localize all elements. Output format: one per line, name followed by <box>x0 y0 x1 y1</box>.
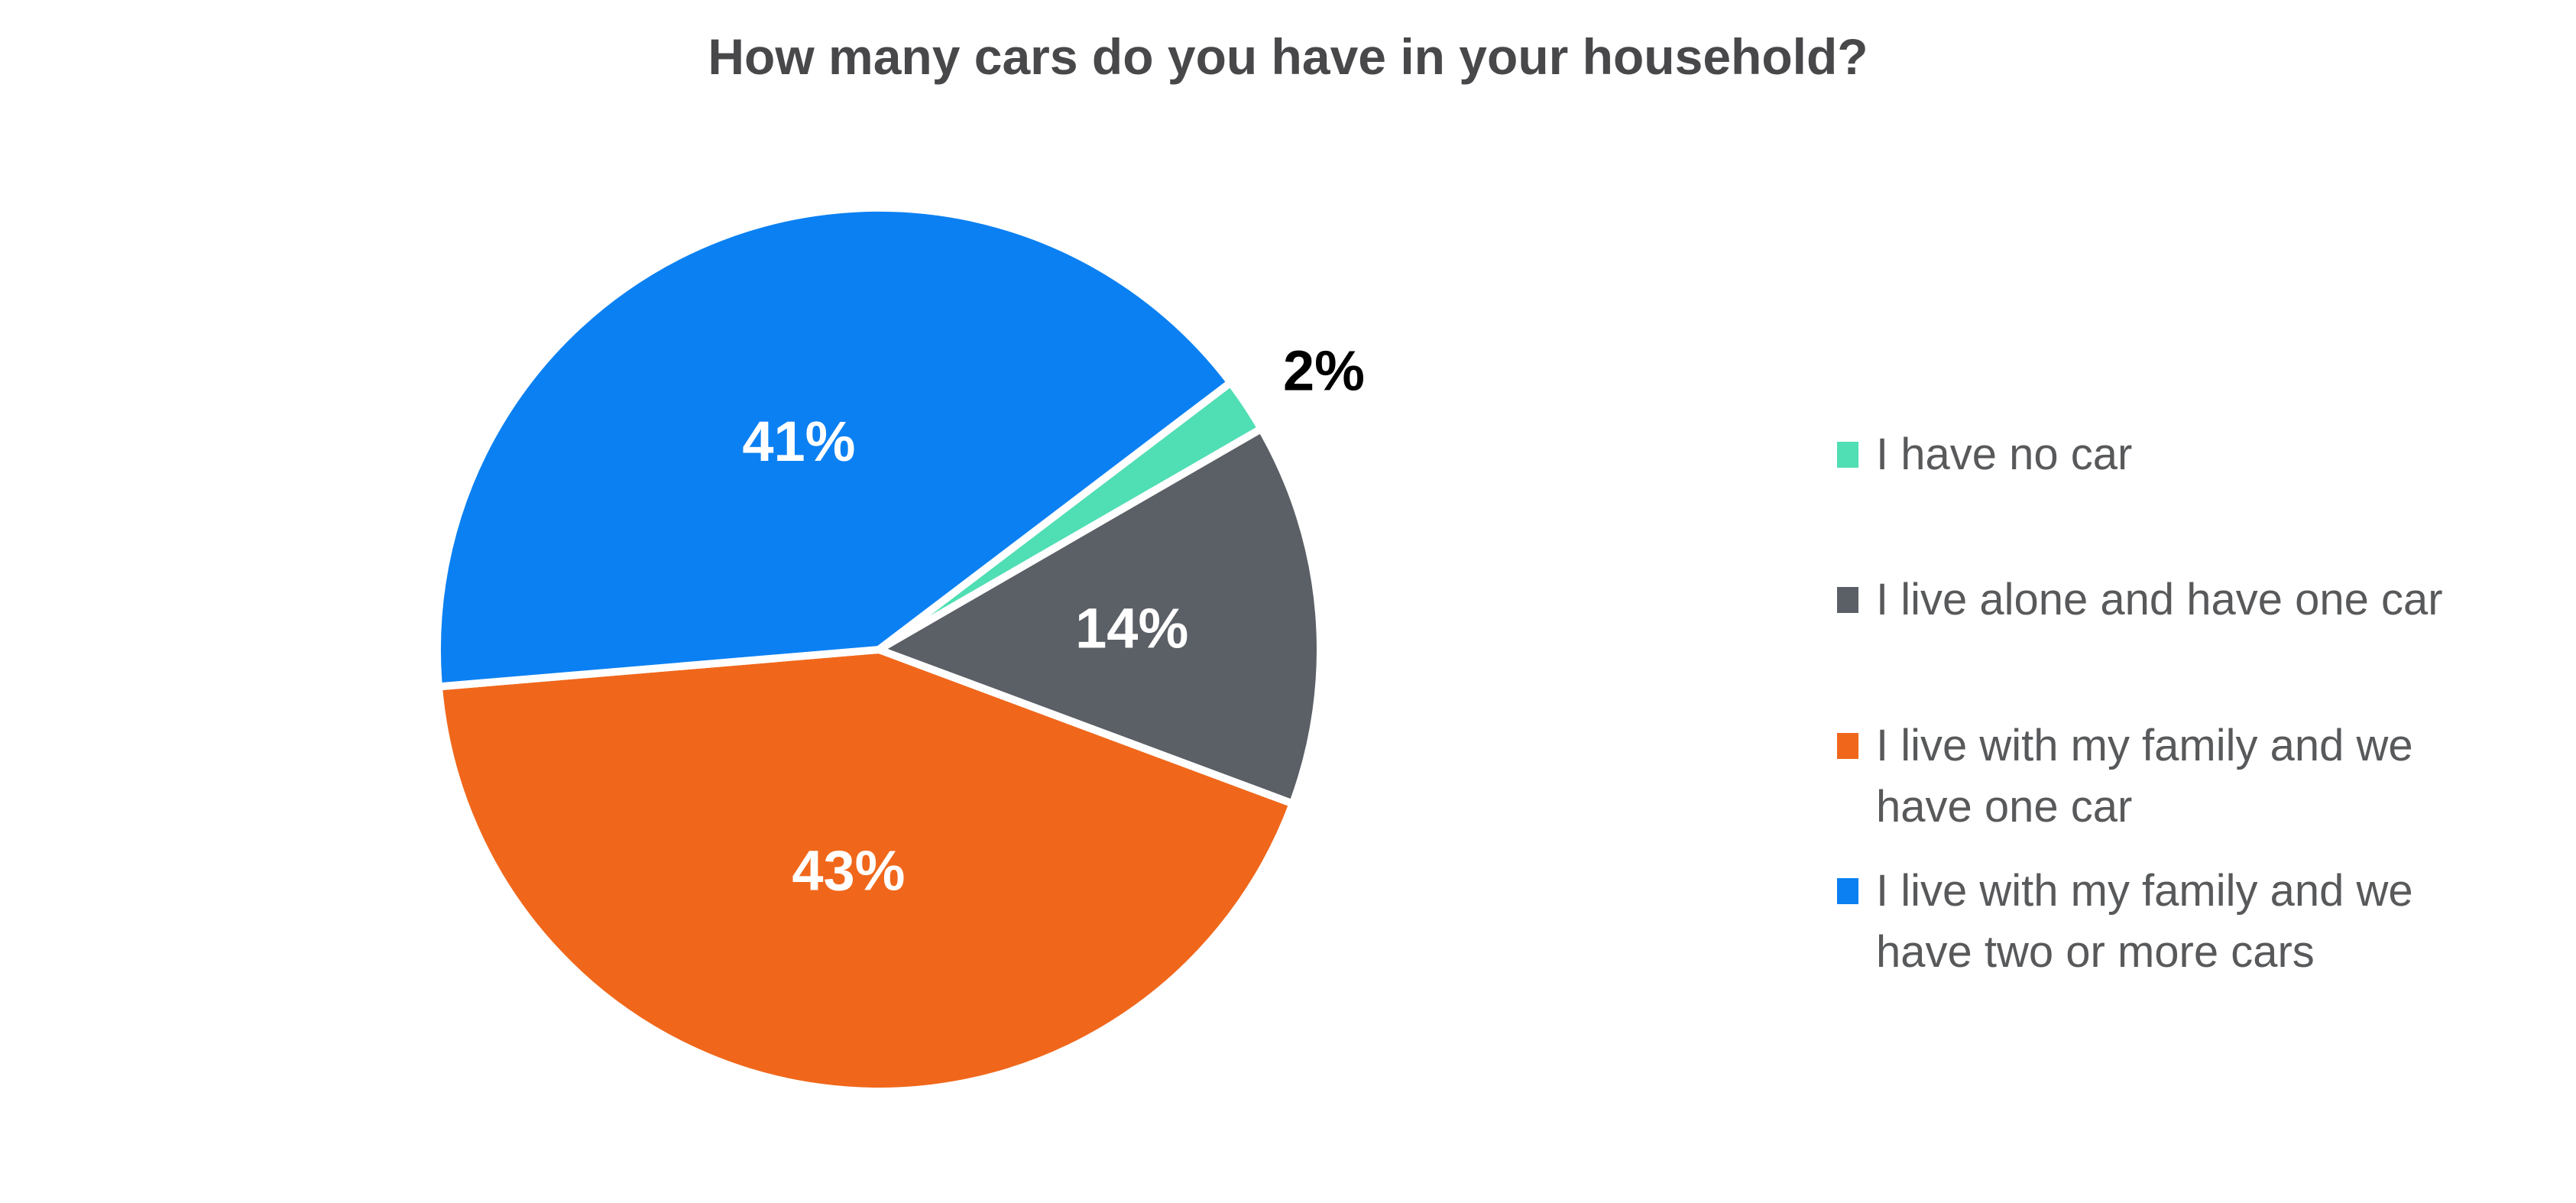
chart-title: How many cars do you have in your househ… <box>708 28 1868 85</box>
legend-label: I have no car <box>1876 430 2133 479</box>
legend-swatch-icon <box>1837 733 1858 759</box>
legend-item-i-live-with-my-family-and-we-have-one-car[interactable]: I live with my family and we have one car <box>1837 715 2413 838</box>
pie-value-label-i-live-alone-and-have-one-car: 14% <box>1075 597 1188 660</box>
pie-slice-i-live-with-my-family-and-we-have-one-car[interactable] <box>435 646 1297 1095</box>
legend-item-i-have-no-car[interactable]: I have no car <box>1837 424 2132 485</box>
pie-value-label-i-live-with-my-family-and-we-have-two-or-more-cars: 41% <box>742 410 855 473</box>
pie-slice-i-live-with-my-family-and-we-have-two-or-more-cars[interactable] <box>433 203 1235 691</box>
legend-swatch-icon <box>1837 587 1858 613</box>
legend-label: I live alone and have one car <box>1876 575 2443 624</box>
legend-swatch-icon <box>1837 442 1858 468</box>
pie-slice-i-live-alone-and-have-one-car[interactable] <box>875 425 1324 808</box>
pie-value-label-i-live-with-my-family-and-we-have-one-car: 43% <box>792 839 905 903</box>
legend-label: I live with my family and we have one car <box>1876 721 2413 832</box>
pie-value-label-i-have-no-car: 2% <box>1283 339 1365 403</box>
legend-item-i-live-alone-and-have-one-car[interactable]: I live alone and have one car <box>1837 569 2443 631</box>
legend-label: I live with my family and we have two or … <box>1876 866 2413 977</box>
legend-item-i-live-with-my-family-and-we-have-two-or-more-cars[interactable]: I live with my family and we have two or … <box>1837 861 2413 983</box>
legend-swatch-icon <box>1837 878 1858 904</box>
